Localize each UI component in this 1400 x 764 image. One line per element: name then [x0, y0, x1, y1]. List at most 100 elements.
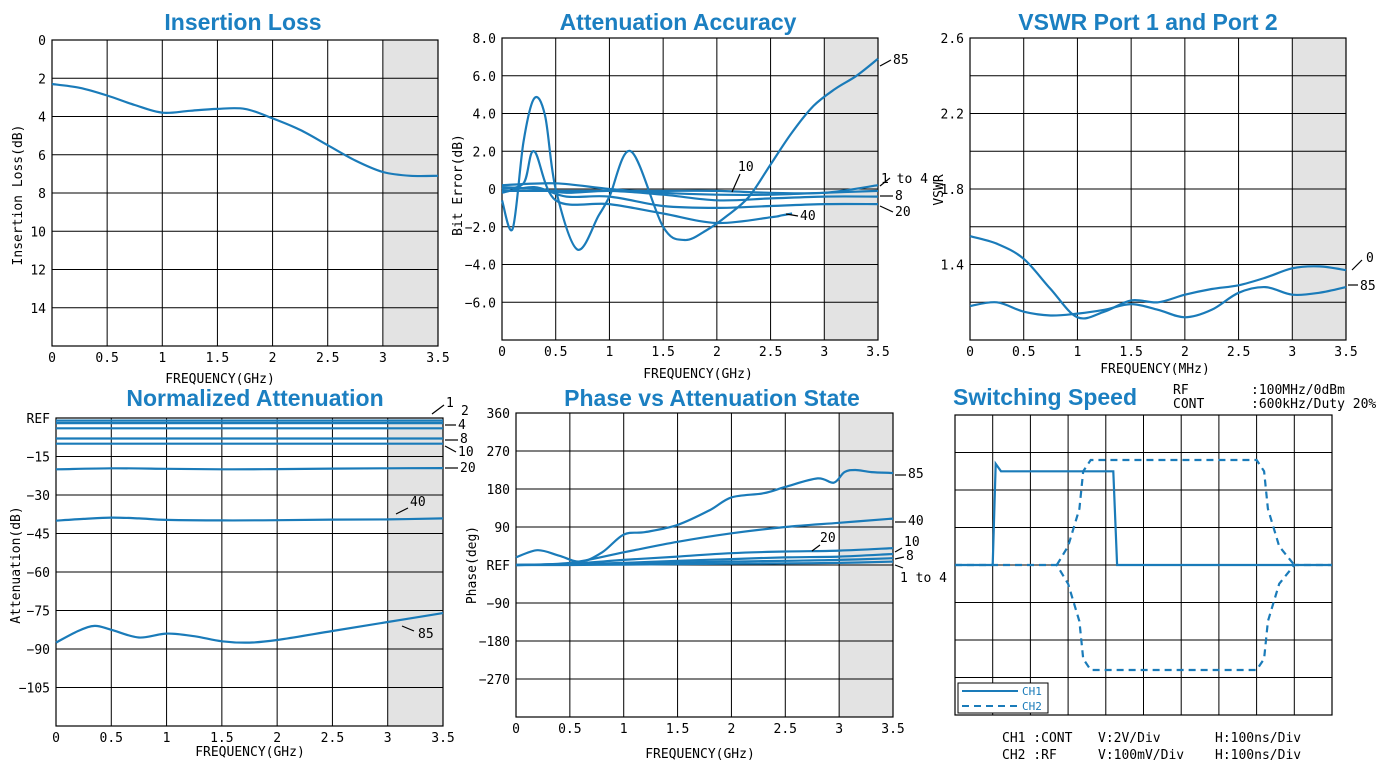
ch2-vdiv: V:100mV/Div	[1098, 748, 1184, 763]
y-tick-label: −60	[27, 566, 50, 581]
y-tick-label: 90	[494, 521, 510, 536]
series-line-main	[51, 82, 439, 178]
y-tick-label: 2	[38, 72, 46, 87]
series-label: 8	[460, 432, 468, 447]
chart-title: Attenuation Accuracy	[560, 9, 797, 35]
y-tick-label: 10	[30, 225, 46, 240]
y-tick-label: −6.0	[465, 296, 496, 311]
series-label: 85	[893, 53, 909, 68]
label-arrow	[879, 177, 891, 187]
x-tick-label: 2.5	[759, 345, 782, 360]
x-tick-label: 3.5	[431, 731, 454, 746]
series-line-85	[55, 612, 444, 644]
y-tick-label: −90	[27, 643, 50, 658]
y-tick-label: 4.0	[473, 108, 496, 123]
y-tick-label: −180	[479, 635, 510, 650]
scope-trace-ch2	[955, 563, 1332, 672]
x-axis-label: FREQUENCY(GHz)	[195, 745, 305, 760]
y-tick-label: REF	[27, 412, 51, 427]
label-arrow	[879, 205, 894, 213]
x-tick-label: 1.5	[651, 345, 674, 360]
y-tick-label: 270	[487, 445, 510, 460]
x-tick-label: 2.5	[1227, 345, 1250, 360]
x-axis-label: FREQUENCY(GHz)	[165, 372, 275, 387]
x-tick-label: 3	[379, 351, 387, 366]
y-axis-label: Bit Error(dB)	[451, 134, 466, 236]
y-tick-label: −30	[27, 489, 50, 504]
series-line-0	[969, 235, 1347, 320]
insertion-loss-chart: Insertion Loss FREQUENCY(GHz) Insertion …	[11, 9, 450, 387]
x-tick-label: 2.5	[321, 731, 344, 746]
x-tick-label: 2	[713, 345, 721, 360]
y-tick-label: 1.4	[941, 259, 965, 274]
x-tick-label: 0.5	[1012, 345, 1035, 360]
label-arrow	[894, 564, 904, 569]
x-tick-label: 0	[966, 345, 974, 360]
x-tick-label: 0	[512, 722, 520, 737]
attenuation-accuracy-chart: Attenuation Accuracy FREQUENCY(GHz) Bit …	[451, 9, 928, 382]
scope-trace-ch1	[955, 460, 1332, 567]
series-label: 2	[461, 404, 469, 419]
y-tick-label: −45	[27, 528, 50, 543]
normalized-attenuation-chart: Normalized Attenuation FREQUENCY(GHz) At…	[9, 385, 476, 760]
ch1-hdiv: H:100ns/Div	[1215, 731, 1301, 746]
x-tick-label: 1	[163, 731, 171, 746]
x-tick-label: 2.5	[316, 351, 339, 366]
cont-label: CONT	[1173, 397, 1204, 412]
y-tick-label: 2.2	[941, 108, 964, 123]
x-tick-label: 1	[606, 345, 614, 360]
label-arrow	[879, 59, 892, 67]
plot-frame	[969, 37, 1347, 341]
x-tick-label: 2	[273, 731, 281, 746]
x-tick-label: 1.5	[210, 731, 233, 746]
rf-label: RF	[1173, 383, 1189, 398]
chart-title: Switching Speed	[953, 384, 1137, 410]
series-line-40	[55, 516, 444, 522]
x-tick-label: 3	[820, 345, 828, 360]
x-tick-label: 0	[52, 731, 60, 746]
label-arrow	[431, 404, 445, 415]
y-axis-label: VSWR	[932, 174, 947, 205]
series-label: 40	[410, 495, 426, 510]
x-tick-label: 2	[728, 722, 736, 737]
series-line-40	[501, 150, 793, 225]
scope-trace-ch2	[1055, 458, 1296, 566]
legend-label-ch2: CH2	[1022, 700, 1042, 713]
y-axis-label: Insertion Loss(dB)	[11, 125, 26, 266]
x-axis-label: FREQUENCY(GHz)	[645, 747, 755, 762]
y-tick-label: 8	[38, 187, 46, 202]
ch2-desc: CH2 :RF	[1002, 748, 1057, 763]
y-axis-label: Attenuation(dB)	[9, 506, 24, 623]
series-label: 10	[458, 445, 474, 460]
y-tick-label: 12	[30, 264, 46, 279]
y-tick-label: −75	[27, 605, 50, 620]
label-arrow	[811, 544, 821, 552]
series-line-85	[500, 57, 879, 251]
series-label: 40	[800, 209, 816, 224]
y-axis-label: Phase(deg)	[465, 526, 480, 604]
label-arrow	[395, 507, 409, 515]
y-tick-label: 2.0	[473, 145, 496, 160]
x-tick-label: 3	[384, 731, 392, 746]
y-tick-label: 8.0	[473, 32, 496, 47]
scope-legend	[957, 682, 1049, 714]
series-label: 8	[895, 189, 903, 204]
plot-frame	[51, 39, 439, 347]
label-arrow	[894, 556, 905, 560]
label-arrow	[401, 625, 415, 632]
legend-label-ch1: CH1	[1022, 685, 1042, 698]
label-arrow	[1351, 259, 1363, 271]
ch1-vdiv: V:2V/Div	[1098, 731, 1161, 746]
chart-title: Insertion Loss	[164, 9, 321, 35]
x-tick-label: 1.5	[666, 722, 689, 737]
ch1-desc: CH1 :CONT	[1002, 731, 1073, 746]
series-line-85	[969, 285, 1347, 319]
y-tick-label: −270	[479, 673, 510, 688]
chart-title: VSWR Port 1 and Port 2	[1018, 9, 1277, 35]
x-tick-label: 2.5	[774, 722, 797, 737]
label-arrow	[785, 213, 799, 217]
x-tick-label: 0.5	[95, 351, 118, 366]
x-tick-label: 1	[158, 351, 166, 366]
x-tick-label: 2	[269, 351, 277, 366]
